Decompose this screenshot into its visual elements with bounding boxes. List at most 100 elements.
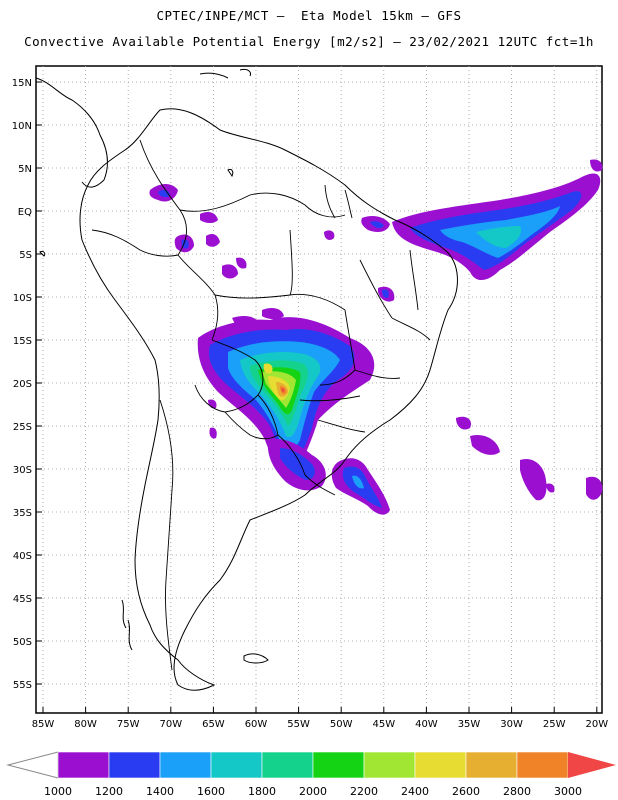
cape-shading — [149, 159, 603, 515]
colorbar-label: 1800 — [248, 785, 276, 798]
colorbar-swatch — [108, 751, 161, 779]
lon-tick-label: 70W — [159, 719, 182, 730]
lat-tick-label: 30S — [13, 465, 32, 476]
lon-tick-label: 20W — [585, 719, 608, 730]
lon-tick-label: 35W — [458, 719, 481, 730]
cape-area-north-atlantic — [590, 159, 603, 172]
colorbar-swatch — [159, 751, 212, 779]
cape-area-atlantic-south-3 — [520, 458, 547, 501]
colorbar-swatch — [414, 751, 467, 779]
colorbar-label: 2400 — [401, 785, 429, 798]
colorbar-swatch — [465, 751, 518, 779]
cape-area-atlantic-south-5 — [546, 483, 555, 493]
cape-area-argentina — [209, 427, 217, 439]
lat-tick-label: 20S — [13, 379, 32, 390]
brazil-states-4 — [354, 259, 401, 379]
graticule — [36, 66, 602, 713]
lon-tick-label: 55W — [287, 719, 310, 730]
cape-area-mato-grosso-2 — [262, 308, 284, 319]
colorbar-swatch — [57, 751, 110, 779]
border-chile-argentina — [159, 399, 174, 671]
cape-area-uruguay-1400 — [352, 475, 364, 489]
lon-tick-label: 30W — [500, 719, 523, 730]
cape-area-atlantic-south-1 — [456, 416, 472, 430]
cape-area-small-yellow — [263, 363, 273, 374]
colorbar-swatch — [312, 751, 365, 779]
lon-tick-label: 40W — [415, 719, 438, 730]
chile-islands — [121, 599, 133, 651]
map-title-line-1: CPTEC/INPE/MCT — Eta Model 15km — GFS — [156, 8, 462, 23]
lat-tick-label: 55S — [13, 680, 32, 691]
cape-area-amazon-1 — [206, 234, 220, 247]
colorbar-swatch — [363, 751, 416, 779]
coastlines — [35, 69, 458, 691]
lon-tick-label: 85W — [32, 719, 55, 730]
cape-area-amapa-1200 — [370, 221, 384, 229]
cape-area-amazon-3 — [236, 257, 247, 269]
cape-area-central-brazil-3000 — [281, 388, 285, 392]
lon-tick-label: 25W — [543, 719, 566, 730]
falklands — [243, 653, 269, 664]
border-paraguay — [224, 394, 279, 440]
border-colombia-venezuela — [139, 139, 187, 256]
lat-tick-label: 15S — [13, 336, 32, 347]
cape-area-venezuela — [200, 212, 218, 223]
cape-area-atlantic-south-2 — [470, 434, 500, 455]
brazil-states-1 — [214, 293, 346, 311]
lon-tick-label: 65W — [202, 719, 225, 730]
colorbar-swatch — [261, 751, 314, 779]
cape-area-para — [324, 230, 335, 240]
border-venezuela-brazil — [179, 192, 306, 212]
lat-tick-label: 15N — [12, 78, 32, 89]
caribbean-islands — [199, 69, 251, 79]
lat-tick-label: 40S — [13, 551, 32, 562]
cape-area-south-1200 — [280, 448, 315, 480]
lon-tick-label: 50W — [330, 719, 353, 730]
colorbar-label: 1400 — [146, 785, 174, 798]
colorbar-swatch — [516, 751, 569, 779]
map-title-line-2: Convective Available Potential Energy [m… — [24, 34, 594, 49]
border-ecuador-peru — [91, 229, 179, 257]
colorbar-under-arrow — [6, 751, 59, 779]
lat-tick-label: 45S — [13, 594, 32, 605]
colorbar-label: 2800 — [503, 785, 531, 798]
lat-tick-label: 5N — [18, 164, 32, 175]
colorbar-label: 1000 — [44, 785, 72, 798]
lat-tick-label: 10N — [12, 121, 32, 132]
lon-tick-label: 60W — [245, 719, 268, 730]
border-argentina-brazil — [277, 434, 306, 476]
galapagos — [39, 251, 46, 257]
cape-area-atlantic-south-4 — [586, 476, 603, 500]
border-guianas — [304, 184, 353, 219]
lat-tick-label: 10S — [13, 293, 32, 304]
colorbar-label: 1200 — [95, 785, 123, 798]
longitude-labels: 85W 80W 75W 70W 65W 60W 55W 50W 45W 40W 35W 30W 25W 2… — [32, 719, 609, 730]
lon-tick-label: 80W — [74, 719, 97, 730]
lat-tick-label: 50S — [13, 637, 32, 648]
cape-area-atlantic-1600 — [476, 226, 522, 248]
lat-tick-label: 35S — [13, 508, 32, 519]
colorbar — [6, 751, 616, 779]
country-borders — [91, 139, 431, 671]
cape-area-amazon-4-1200 — [382, 289, 389, 298]
latitude-labels: 15N 10N 5N EQ 5S 10S 15S 20S 25S 30S 35S 40S 45S 50S 5… — [12, 78, 32, 691]
colorbar-labels: 1000 1200 1400 1600 1800 2000 2200 2400 2600 2800… — [44, 785, 582, 798]
central-america-coastline — [35, 77, 108, 188]
brazil-states-5 — [299, 317, 431, 402]
border-uruguay — [304, 474, 336, 496]
colorbar-label: 3000 — [554, 785, 582, 798]
colorbar-label: 2600 — [452, 785, 480, 798]
lon-tick-label: 45W — [372, 719, 395, 730]
brazil-states-2 — [289, 229, 293, 296]
brazil-states-6 — [317, 249, 419, 433]
lat-tick-label: 5S — [19, 250, 32, 261]
colorbar-label: 2200 — [350, 785, 378, 798]
lon-tick-label: 75W — [117, 719, 140, 730]
south-america-coastline — [79, 108, 458, 691]
colorbar-label: 1600 — [197, 785, 225, 798]
colorbar-label: 2000 — [299, 785, 327, 798]
lat-tick-label: EQ — [18, 207, 32, 218]
trinidad — [227, 169, 234, 177]
lat-tick-label: 25S — [13, 422, 32, 433]
